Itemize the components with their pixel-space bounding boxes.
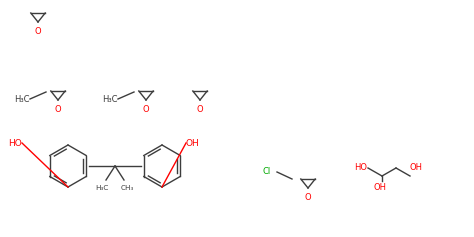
Text: H₃C: H₃C — [14, 95, 29, 104]
Text: HO: HO — [354, 164, 367, 173]
Text: O: O — [143, 105, 149, 114]
Text: H₃C: H₃C — [95, 185, 109, 191]
Text: HO: HO — [8, 138, 22, 147]
Text: H₃C: H₃C — [102, 95, 118, 104]
Text: OH: OH — [186, 138, 200, 147]
Text: O: O — [305, 193, 311, 202]
Text: OH: OH — [410, 164, 423, 173]
Text: CH₃: CH₃ — [121, 185, 134, 191]
Text: O: O — [55, 105, 61, 114]
Text: Cl: Cl — [263, 168, 271, 177]
Text: OH: OH — [374, 183, 386, 192]
Text: O: O — [35, 27, 41, 36]
Text: O: O — [197, 105, 203, 114]
